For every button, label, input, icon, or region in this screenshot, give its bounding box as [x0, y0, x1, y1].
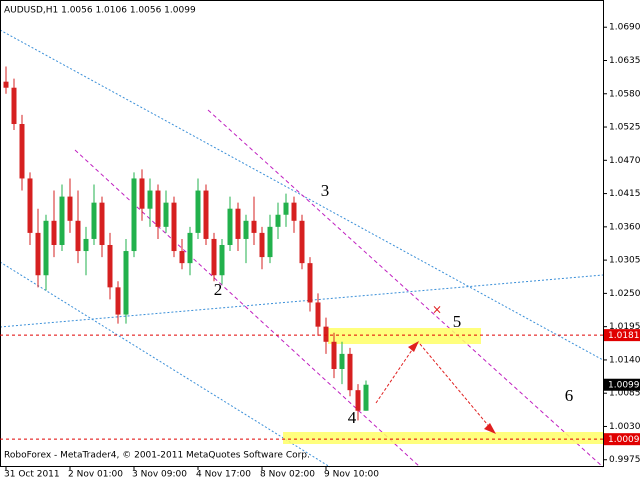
candle-body [355, 390, 361, 411]
candle-body [123, 251, 129, 315]
candle-body [259, 232, 265, 258]
y-tick-label: 1.0635 [609, 56, 640, 66]
candle-body [163, 202, 169, 227]
arrow-head [408, 341, 419, 352]
y-tick-label: 1.0305 [609, 256, 640, 266]
y-tick-label: 1.0580 [609, 89, 640, 99]
forecast-arrow [375, 346, 415, 404]
price-label-bg [604, 329, 640, 342]
candle-body [27, 178, 33, 233]
candle-body [179, 251, 185, 264]
candle-body [43, 220, 49, 276]
candle-body [83, 238, 89, 252]
candle-body [35, 232, 41, 276]
target-zone [283, 432, 603, 444]
plot [3, 66, 369, 421]
target-zone [328, 328, 481, 344]
y-tick-label: 1.0085 [609, 389, 640, 399]
candle-body [323, 326, 329, 342]
y-tick-label: 1.0415 [609, 189, 640, 199]
candle-body [347, 353, 353, 391]
candle-body [187, 232, 193, 264]
channel-line [0, 29, 604, 361]
candle-body [131, 178, 137, 252]
wave-label: 6 [565, 386, 574, 405]
candle-body [339, 353, 345, 370]
candle-body [107, 244, 113, 288]
candle-body [99, 202, 105, 245]
y-tick-label: 1.0690 [609, 23, 640, 33]
trend-line [0, 274, 604, 328]
candle-body [299, 220, 305, 264]
candle-body [51, 220, 57, 245]
candle-body [155, 190, 161, 227]
candle-body [171, 202, 177, 252]
y-tick-label: 1.0140 [609, 355, 640, 365]
arrow-head [484, 423, 496, 434]
candle-body [219, 244, 225, 276]
y-tick-label: 1.0470 [609, 156, 640, 166]
x-tick-label: 8 Nov 02:00 [260, 470, 315, 480]
wave-label: 2 [214, 280, 223, 299]
candle-body [19, 124, 25, 179]
candle-body [267, 226, 273, 258]
candle-body [291, 202, 297, 221]
candle-body [3, 81, 9, 88]
candle-body [11, 87, 17, 125]
candle-body [67, 196, 73, 221]
candle-body [227, 208, 233, 245]
candle-body [91, 202, 97, 239]
y-tick-label: 1.0250 [609, 289, 640, 299]
price-label-bg [604, 433, 640, 446]
candle-body [251, 220, 257, 233]
candle-body [363, 384, 369, 411]
candle-body [283, 202, 289, 215]
x-tick-label: 3 Nov 09:00 [132, 470, 187, 480]
wave-label: 4 [348, 408, 357, 427]
y-tick-label: 1.0030 [609, 422, 640, 432]
x-tick-label: 2 Nov 01:00 [68, 470, 123, 480]
candle-body [211, 238, 217, 276]
price-label: 1.0181 [608, 331, 640, 341]
price-label-bg [604, 378, 640, 391]
x-tick-label: 31 Oct 2011 [4, 470, 60, 480]
x-tick-label: 4 Nov 17:00 [196, 470, 251, 480]
channel-line [0, 261, 331, 468]
cross-marker: × [432, 303, 442, 317]
footer: RoboForex - MetaTrader4, © 2001-2011 Met… [4, 451, 310, 461]
candle-body [203, 190, 209, 239]
y-tick-label: 0.9975 [609, 455, 640, 465]
wave-label: 3 [321, 181, 330, 200]
candle-body [315, 302, 321, 327]
candle-body [235, 208, 241, 239]
wave-label: 5 [453, 312, 462, 331]
candle-body [195, 190, 201, 233]
candle-body [139, 178, 145, 209]
channel-line [207, 109, 604, 468]
chart-title: AUDUSD,H1 1.0056 1.0106 1.0056 1.0099 [4, 6, 196, 16]
candle-body [307, 263, 313, 303]
candle-body [331, 341, 337, 370]
plot-frame [0, 0, 604, 467]
candle-body [115, 287, 121, 315]
y-tick-label: 1.0195 [609, 322, 640, 332]
price-label: 1.0099 [608, 381, 640, 391]
x-tick-label: 9 Nov 10:00 [324, 470, 379, 480]
candle-body [147, 190, 153, 209]
candle-body [243, 220, 249, 239]
candle-body [275, 214, 281, 227]
candle-body [75, 220, 81, 252]
forecast-arrow [419, 343, 493, 431]
y-tick-label: 1.0525 [609, 123, 640, 133]
y-tick-label: 1.0360 [609, 222, 640, 232]
candle-body [59, 196, 65, 245]
price-label: 1.0009 [608, 435, 640, 445]
forecast [375, 343, 493, 431]
